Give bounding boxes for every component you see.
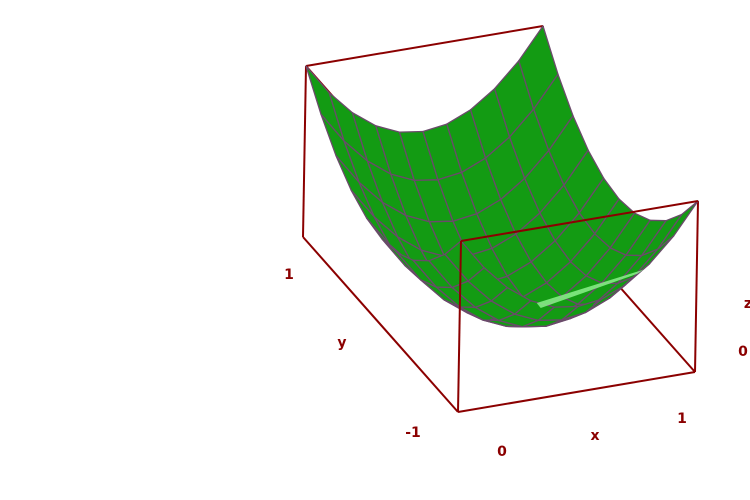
surface-patch bbox=[657, 200, 699, 250]
box-edge bbox=[302, 236, 459, 413]
box-edge bbox=[305, 25, 544, 67]
box-edge bbox=[460, 200, 699, 242]
y-tick-1: 1 bbox=[284, 267, 294, 283]
box-edge bbox=[694, 200, 699, 373]
z-tick-0: 0 bbox=[738, 344, 748, 360]
y-tick-neg1: -1 bbox=[405, 425, 421, 441]
surface-underside bbox=[536, 269, 644, 309]
x-tick-1: 1 bbox=[677, 411, 687, 427]
box-edge bbox=[302, 65, 307, 238]
x-tick-0: 0 bbox=[497, 444, 507, 460]
surface bbox=[305, 25, 699, 328]
box-edge bbox=[457, 371, 696, 413]
box-edge bbox=[457, 240, 462, 413]
y-axis-label: y bbox=[337, 335, 346, 351]
bounding-box-front bbox=[457, 200, 699, 413]
z-axis-label: z bbox=[744, 296, 750, 312]
x-axis-label: x bbox=[590, 428, 599, 444]
